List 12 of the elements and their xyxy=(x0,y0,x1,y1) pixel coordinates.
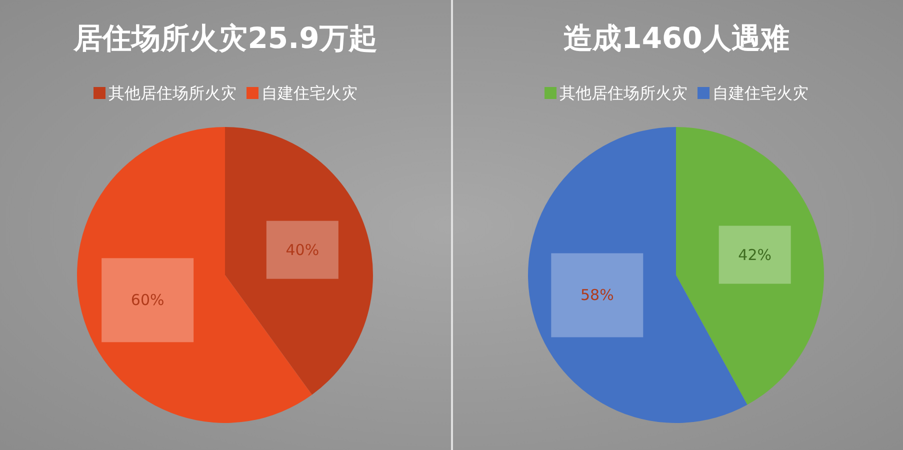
chart-title: 造成1460人遇难 xyxy=(564,21,790,55)
legend-label: 自建住宅火灾 xyxy=(712,84,808,102)
data-label: 58% xyxy=(580,286,614,304)
pie-slice xyxy=(676,127,824,405)
legend-label: 其他居住场所火灾 xyxy=(560,84,688,102)
data-label: 42% xyxy=(738,246,772,264)
legend-label: 其他居住场所火灾 xyxy=(108,84,236,102)
data-label: 40% xyxy=(286,240,320,259)
legend-label: 自建住宅火灾 xyxy=(262,84,358,102)
pie-slice xyxy=(225,127,373,395)
chart-title: 居住场所火灾25.9万起 xyxy=(72,21,378,55)
data-label: 60% xyxy=(130,291,164,310)
